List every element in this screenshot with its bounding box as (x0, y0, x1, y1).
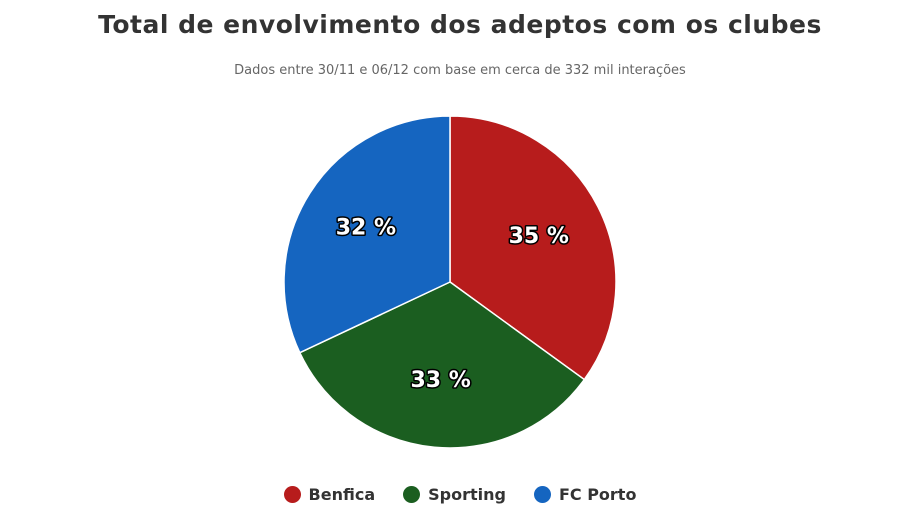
legend-label-sporting: Sporting (428, 485, 506, 504)
legend-dot-fc-porto (533, 486, 551, 503)
legend: Benfica Sporting FC Porto (0, 485, 920, 504)
pie-chart: 35 % 33 % 32 % (283, 115, 617, 449)
pie-slice-benfica[interactable] (449, 115, 617, 381)
data-label-sporting: 33 % (410, 368, 470, 393)
data-label-benfica: 35 % (509, 224, 569, 249)
legend-label-benfica: Benfica (308, 485, 376, 504)
data-label-fc-porto: 32 % (336, 216, 396, 241)
pie-slice-sporting[interactable] (298, 281, 586, 449)
legend-item-fc-porto[interactable]: FC Porto (533, 485, 637, 504)
chart-title: Total de envolvimento dos adeptos com os… (98, 10, 822, 39)
legend-dot-benfica (283, 486, 301, 503)
legend-item-sporting[interactable]: Sporting (403, 485, 506, 504)
chart-subtitle: Dados entre 30/11 e 06/12 com base em ce… (234, 63, 686, 78)
legend-label-fc-porto: FC Porto (558, 485, 637, 504)
legend-item-benfica[interactable]: Benfica (283, 485, 376, 504)
legend-dot-sporting (403, 486, 421, 503)
pie-slice-fc-porto[interactable] (283, 115, 451, 354)
